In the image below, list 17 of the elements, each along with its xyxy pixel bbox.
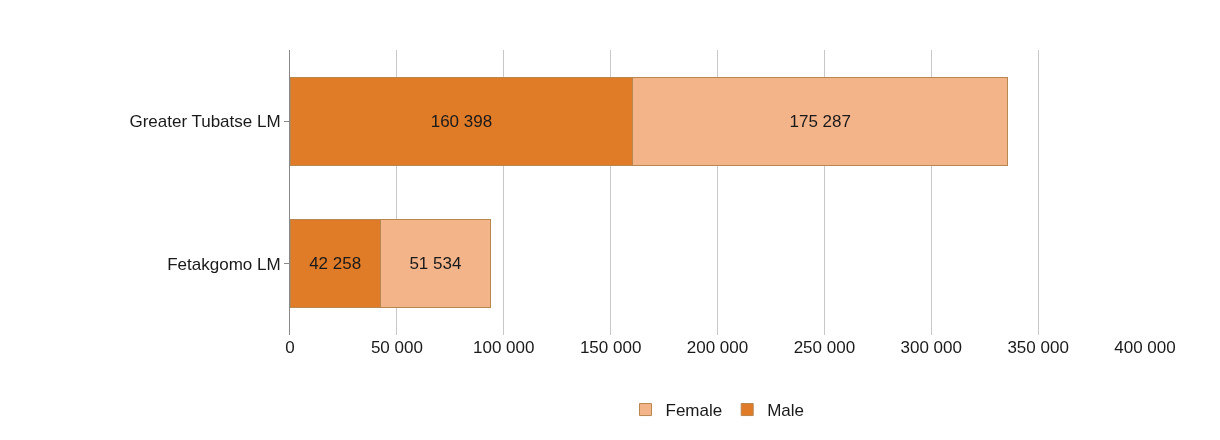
data-label: 160 398 bbox=[430, 111, 493, 131]
legend-label: Male bbox=[767, 401, 805, 421]
x-tick-label: 350 000 bbox=[1007, 338, 1069, 357]
x-tick-label: 150 000 bbox=[579, 338, 642, 357]
x-tick-label: 200 000 bbox=[686, 338, 749, 357]
legend-label: Female bbox=[665, 401, 723, 421]
data-label: 42 258 bbox=[309, 254, 362, 274]
x-tick-label: 250 000 bbox=[793, 338, 856, 357]
y-tick-label: Greater Tubatse LM bbox=[129, 112, 281, 132]
data-label: 175 287 bbox=[789, 111, 851, 131]
y-tick-label: Fetakgomo LM bbox=[167, 254, 281, 274]
x-tick-label: 0 bbox=[285, 338, 295, 357]
x-tick-label: 50 000 bbox=[370, 338, 423, 357]
x-tick-label: 400 000 bbox=[1114, 338, 1176, 357]
data-label: 51 534 bbox=[409, 254, 462, 274]
x-tick-label: 300 000 bbox=[900, 338, 962, 357]
x-tick-label: 100 000 bbox=[473, 338, 535, 357]
